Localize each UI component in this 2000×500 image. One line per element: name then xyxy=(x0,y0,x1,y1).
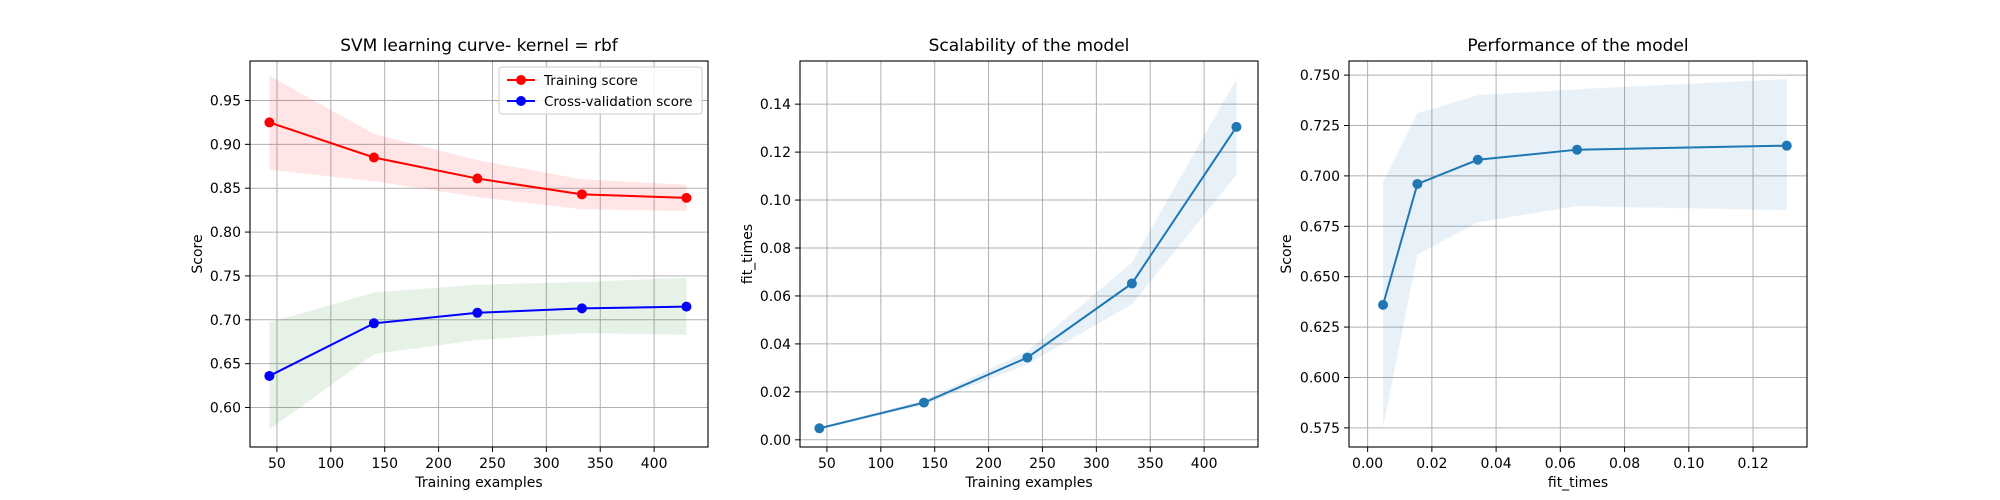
plot-area xyxy=(800,61,1258,447)
axes-frame xyxy=(1348,60,1808,448)
x-tick-label: 350 xyxy=(587,456,614,472)
grid xyxy=(250,61,708,447)
x-tick-label: 150 xyxy=(371,456,398,472)
x-tick-label: 0.06 xyxy=(1545,456,1576,472)
y-tick-label: 0.00 xyxy=(760,433,791,449)
data-point xyxy=(368,318,379,329)
y-tick-label: 0.85 xyxy=(210,181,241,197)
chart-title: Performance of the model xyxy=(1467,36,1688,56)
y-tick-label: 0.575 xyxy=(1300,421,1340,437)
data-point xyxy=(472,307,483,318)
data-point xyxy=(1572,144,1583,155)
data-point xyxy=(1472,154,1483,165)
x-tick-label: 100 xyxy=(867,456,894,472)
confidence-band xyxy=(1383,79,1787,428)
x-tick-label: 0.00 xyxy=(1352,456,1383,472)
x-tick-label: 0.08 xyxy=(1609,456,1640,472)
data-point xyxy=(1022,352,1033,363)
x-tick-label: 400 xyxy=(641,456,668,472)
y-tick-label: 0.750 xyxy=(1300,68,1340,84)
y-tick-label: 0.06 xyxy=(760,289,791,305)
legend-marker xyxy=(516,96,526,106)
x-tick-label: 200 xyxy=(425,456,452,472)
x-tick-label: 50 xyxy=(268,456,286,472)
x-axis-label: fit_times xyxy=(1548,475,1608,491)
x-tick-label: 0.04 xyxy=(1481,456,1512,472)
x-tick-label: 400 xyxy=(1191,456,1218,472)
chart-3: 0.00 0.02 0.04 0.06 0.08 0.10 0.12 0.575 0.600 0.… xyxy=(1279,36,1808,491)
data-point xyxy=(681,192,692,203)
y-tick-label: 0.600 xyxy=(1300,370,1340,386)
x-tick-label: 250 xyxy=(1029,456,1056,472)
y-tick-label: 0.65 xyxy=(210,357,241,373)
y-tick-label: 0.650 xyxy=(1300,270,1340,286)
data-point xyxy=(576,189,587,200)
data-point xyxy=(368,152,379,163)
y-tick-label: 0.95 xyxy=(210,93,241,109)
y-axis-label: Score xyxy=(1279,234,1295,273)
x-tick-label: 150 xyxy=(921,456,948,472)
data-point xyxy=(264,117,275,128)
data-point xyxy=(1126,278,1137,289)
chart-title: Scalability of the model xyxy=(929,36,1130,56)
y-tick-label: 0.700 xyxy=(1300,169,1340,185)
axes-frame xyxy=(249,60,709,448)
y-tick-label: 0.08 xyxy=(760,241,791,257)
x-tick-label: 200 xyxy=(975,456,1002,472)
confidence-band xyxy=(269,75,687,212)
y-axis-label: Score xyxy=(190,234,206,273)
x-axis-label: Training examples xyxy=(964,475,1092,491)
x-tick-label: 300 xyxy=(1083,456,1110,472)
y-tick-label: 0.725 xyxy=(1300,119,1340,135)
y-tick-label: 0.75 xyxy=(210,269,241,285)
x-tick-label: 100 xyxy=(317,456,344,472)
legend: Training score Cross-validation score xyxy=(498,66,703,115)
x-tick-label: 50 xyxy=(818,456,836,472)
y-axis-label: fit_times xyxy=(740,224,756,284)
chart-2: 50 100 150 200 250 300 350 400 0.00 0.02 0.04 0.06 0… xyxy=(740,36,1259,491)
x-tick-label: 0.10 xyxy=(1673,456,1704,472)
confidence-band xyxy=(269,277,687,430)
axes-frame xyxy=(799,60,1259,448)
data-point xyxy=(1231,121,1242,132)
plot-area xyxy=(250,61,708,447)
x-tick-label: 250 xyxy=(479,456,506,472)
x-tick-label: 300 xyxy=(533,456,560,472)
y-tick-label: 0.02 xyxy=(760,385,791,401)
grid xyxy=(1349,61,1807,447)
x-tick-label: 0.12 xyxy=(1737,456,1768,472)
x-tick-label: 0.02 xyxy=(1416,456,1447,472)
data-point xyxy=(576,303,587,314)
data-point xyxy=(814,423,825,434)
chart-title: SVM learning curve- kernel = rbf xyxy=(340,36,619,56)
grid xyxy=(800,61,1258,447)
data-point xyxy=(1412,178,1423,189)
data-point xyxy=(1781,140,1792,151)
data-point xyxy=(1378,299,1389,310)
legend-box xyxy=(498,66,703,115)
y-tick-label: 0.80 xyxy=(210,225,241,241)
legend-label: Cross-validation score xyxy=(544,94,693,110)
y-tick-label: 0.60 xyxy=(210,401,241,417)
data-point xyxy=(264,370,275,381)
y-tick-label: 0.04 xyxy=(760,337,791,353)
x-axis-label: Training examples xyxy=(414,475,542,491)
chart-1: 50 100 150 200 250 300 350 400 0.60 0.65 0.70 0.75 0… xyxy=(190,36,709,491)
legend-marker xyxy=(516,75,526,85)
x-tick-label: 350 xyxy=(1137,456,1164,472)
data-point xyxy=(918,397,929,408)
data-point xyxy=(681,301,692,312)
data-point xyxy=(472,173,483,184)
y-tick-label: 0.70 xyxy=(210,313,241,329)
y-tick-label: 0.625 xyxy=(1300,320,1340,336)
legend-label: Training score xyxy=(543,73,638,89)
y-tick-label: 0.90 xyxy=(210,137,241,153)
y-tick-label: 0.10 xyxy=(760,193,791,209)
y-tick-label: 0.14 xyxy=(760,97,791,113)
y-tick-label: 0.12 xyxy=(760,145,791,161)
y-tick-label: 0.675 xyxy=(1300,219,1340,235)
